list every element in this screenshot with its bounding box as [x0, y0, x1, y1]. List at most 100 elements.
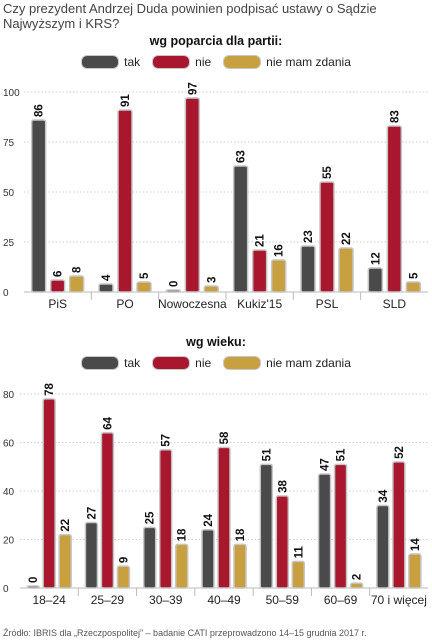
- value-label: 91: [120, 94, 132, 107]
- category-label: 18–24: [32, 593, 66, 607]
- value-label: 11: [293, 546, 305, 559]
- bar-30-39-nie: [158, 449, 173, 589]
- value-label: 0: [28, 577, 40, 583]
- category-label: 60–69: [324, 593, 358, 607]
- y-tick-label: 40: [3, 487, 15, 498]
- value-label: 58: [219, 431, 231, 444]
- value-label: 63: [236, 150, 248, 163]
- bar-60-69-tak: [317, 473, 332, 589]
- chart-1-legend: tak nie nie mam zdania: [0, 53, 432, 71]
- value-label: 51: [261, 448, 273, 461]
- bar-nowoczesna-nie-mam-zdania: [203, 285, 220, 293]
- legend-label-nie-mam-zdania: nie mam zdania: [266, 55, 351, 69]
- category-label: 25–29: [91, 593, 125, 607]
- bar-40-49-nie: [217, 446, 231, 589]
- value-label: 5: [139, 272, 151, 279]
- bar-40-49-tak: [201, 529, 215, 589]
- legend-item-nie: nie: [152, 356, 211, 370]
- legend-label-nie: nie: [195, 356, 212, 370]
- value-label: 25: [145, 511, 157, 524]
- chart-1-title: wg poparcia dla partii:: [149, 34, 283, 48]
- bar-psl-nie: [319, 181, 335, 293]
- bar-70-i-wi-cej-nie: [392, 461, 406, 589]
- value-label: 24: [203, 513, 215, 526]
- legend-swatch-nie: [152, 356, 191, 370]
- value-label: 21: [255, 234, 267, 247]
- bar-po-nie: [117, 109, 133, 293]
- legend-label-tak: tak: [124, 356, 141, 370]
- bar-sld-nie: [386, 125, 403, 293]
- value-label: 5: [408, 272, 420, 279]
- value-label: 51: [336, 448, 348, 461]
- bar-pis-tak: [30, 119, 47, 293]
- value-label: 23: [303, 230, 315, 243]
- category-label: PO: [116, 297, 133, 311]
- value-label: 78: [44, 382, 56, 395]
- bar-po-tak: [98, 283, 114, 293]
- value-label: 27: [86, 507, 98, 520]
- bar-30-39-nie-mam-zdania: [174, 543, 189, 589]
- y-tick-label: 50: [3, 188, 15, 199]
- bar-psl-nie-mam-zdania: [338, 247, 354, 293]
- value-label: 86: [34, 104, 46, 117]
- legend-label-nie-mam-zdania: nie mam zdania: [266, 356, 351, 370]
- chart-2-title: wg wieku:: [186, 335, 246, 349]
- bar-pis-nie: [49, 279, 66, 293]
- y-tick-label: 75: [3, 138, 15, 149]
- chart-2-legend: tak nie nie mam zdania: [0, 354, 432, 372]
- value-label: 9: [118, 557, 130, 563]
- category-label: SLD: [383, 297, 407, 311]
- value-label: 14: [410, 538, 422, 551]
- value-label: 16: [274, 244, 286, 257]
- legend-label-nie: nie: [195, 55, 212, 69]
- bar-40-49-nie-mam-zdania: [233, 543, 247, 589]
- legend-swatch-nie-mam-zdania: [223, 55, 262, 69]
- category-label: PSL: [316, 297, 339, 311]
- value-label: 6: [53, 271, 65, 277]
- legend-swatch-nie: [152, 55, 191, 69]
- value-label: 2: [352, 574, 364, 580]
- value-label: 38: [277, 479, 289, 492]
- bar-kukiz-15-nie: [251, 249, 268, 293]
- value-label: 22: [341, 232, 353, 245]
- bar-70-i-wi-cej-nie-mam-zdania: [408, 553, 422, 589]
- bar-60-69-nie-mam-zdania: [349, 582, 364, 589]
- bar-25-29-nie-mam-zdania: [116, 565, 131, 589]
- value-label: 12: [370, 252, 382, 265]
- value-label: 64: [102, 416, 114, 429]
- value-label: 83: [389, 110, 401, 123]
- category-label: 30–39: [149, 593, 183, 607]
- bar-18-24-nie: [42, 398, 56, 589]
- bar-psl-tak: [300, 245, 316, 293]
- bar-50-59-nie-mam-zdania: [291, 560, 306, 589]
- bar-nowoczesna-nie: [184, 97, 201, 293]
- legend-swatch-nie-mam-zdania: [223, 356, 262, 370]
- legend-item-nie: nie: [152, 55, 211, 69]
- bar-30-39-tak: [142, 526, 157, 589]
- legend-item-nie-mam-zdania: nie mam zdania: [223, 356, 351, 370]
- value-label: 57: [161, 434, 173, 447]
- value-label: 52: [394, 446, 406, 459]
- legend-swatch-tak: [81, 356, 120, 370]
- value-label: 18: [235, 528, 247, 541]
- y-tick-label: 20: [3, 536, 15, 547]
- y-tick-label: 0: [3, 584, 9, 595]
- y-tick-label: 60: [3, 439, 15, 450]
- value-label: 47: [320, 458, 332, 471]
- category-label: 70 i więcej: [371, 593, 427, 607]
- bar-kukiz-15-nie-mam-zdania: [270, 259, 287, 293]
- bar-18-24-tak: [26, 585, 40, 589]
- bar-25-29-nie: [100, 432, 115, 589]
- y-tick-label: 80: [3, 390, 15, 401]
- value-label: 8: [72, 266, 84, 273]
- category-label: Nowoczesna: [158, 297, 227, 311]
- value-label: 4: [101, 274, 113, 281]
- age-group-chart: 0 20 40 60 80 0 78 22 18–24 27 64 9 25–29 25 57 18 30–39…: [3, 382, 428, 607]
- bar-50-59-tak: [259, 463, 274, 589]
- bar-18-24-nie-mam-zdania: [58, 533, 72, 589]
- bar-kukiz-15-tak: [232, 165, 249, 293]
- y-tick-label: 0: [3, 288, 9, 299]
- value-label: 34: [378, 489, 390, 502]
- category-label: Kukiz'15: [237, 297, 282, 311]
- value-label: 3: [206, 277, 218, 283]
